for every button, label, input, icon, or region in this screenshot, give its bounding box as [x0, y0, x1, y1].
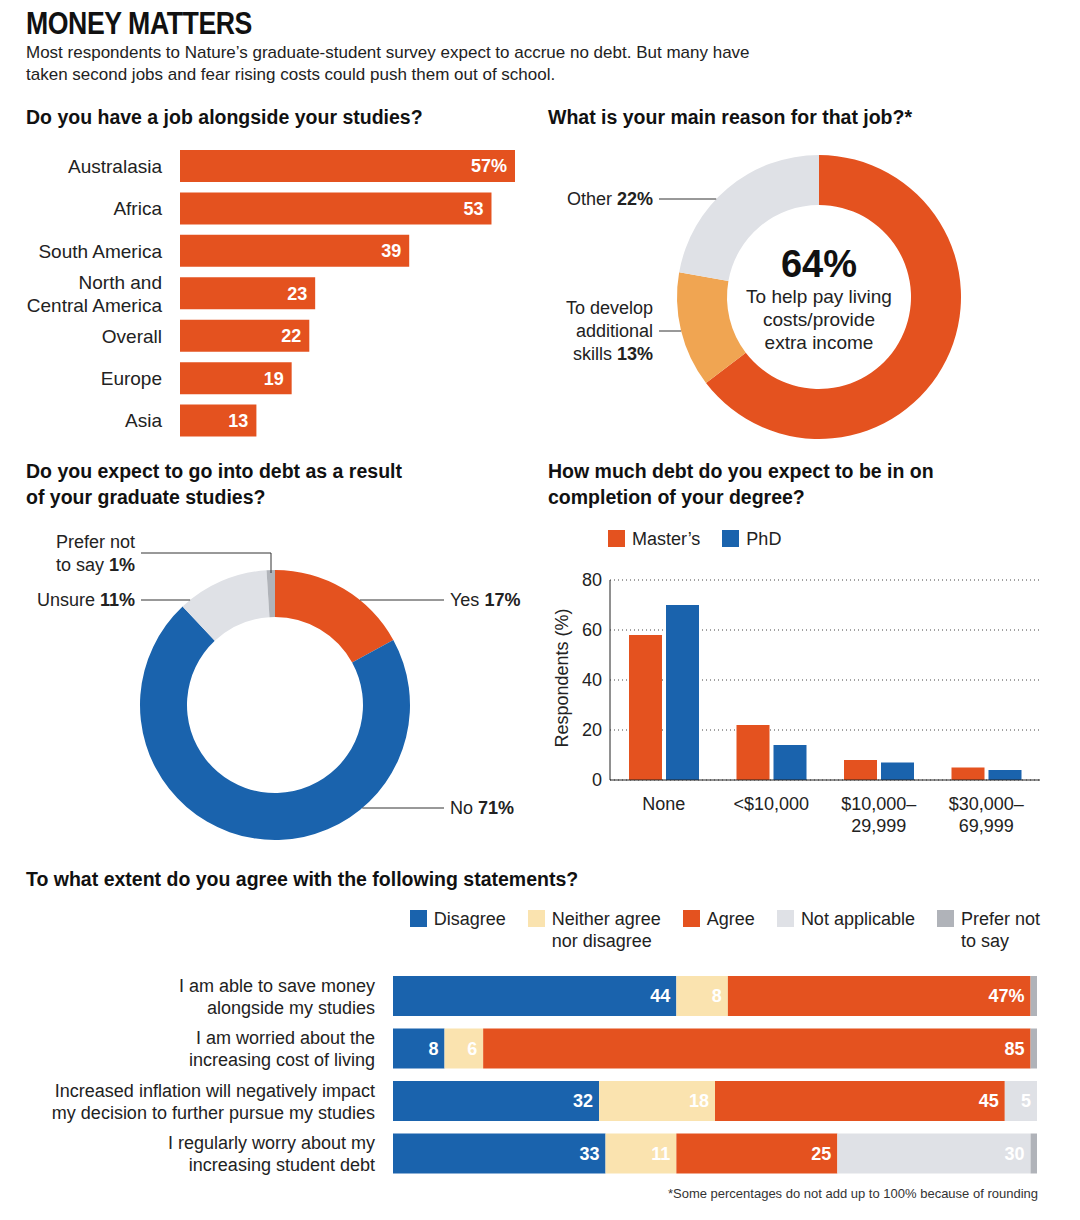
html-text:Not applicable: Not applicable — [800, 909, 915, 929]
svg-text:Unsure 11%: Unsure 11% — [37, 590, 135, 610]
html-text:What is your main reason for t: What is your main reason for that job?* — [548, 106, 912, 128]
svg-text:5: 5 — [1021, 1091, 1031, 1111]
svg-text:I am worried about theincreasi: I am worried about theincreasing cost of… — [189, 1028, 375, 1070]
svg-text:64%: 64% — [781, 243, 857, 285]
svg-text:18: 18 — [689, 1091, 709, 1111]
html-text:MONEY MATTERS: MONEY MATTERS — [26, 6, 252, 41]
html-text:Most respondents to Nature’s g: Most respondents to Nature’s graduate-st… — [26, 43, 750, 84]
svg-text:Africa: Africa — [113, 198, 162, 219]
html-text:PhD: PhD — [746, 529, 782, 549]
svg-text:<$10,000: <$10,000 — [733, 794, 809, 814]
svg-text:53: 53 — [463, 199, 483, 219]
svg-text:25: 25 — [811, 1144, 831, 1164]
svg-text:57%: 57% — [471, 156, 507, 176]
svg-text:Europe: Europe — [101, 368, 162, 389]
html-text:How much debt do you expect to: How much debt do you expect to be in on … — [548, 460, 934, 508]
html-text:*Some percentages do not add u: *Some percentages do not add up to 100% … — [667, 1186, 1038, 1201]
html-text:nor disagree: nor disagree — [551, 931, 652, 951]
svg-text:Prefer notto say 1%: Prefer notto say 1% — [56, 532, 135, 575]
svg-text:8: 8 — [712, 986, 722, 1006]
svg-text:11: 11 — [651, 1144, 670, 1164]
svg-text:85: 85 — [1005, 1039, 1025, 1059]
svg-text:South America: South America — [38, 241, 162, 262]
svg-text:20: 20 — [582, 720, 602, 740]
html-text:Respondents (%): Respondents (%) — [551, 608, 572, 748]
svg-text:I regularly worry about myincr: I regularly worry about myincreasing stu… — [168, 1133, 375, 1175]
html-text:Agree: Agree — [706, 909, 755, 929]
svg-text:Australasia: Australasia — [68, 156, 162, 177]
svg-text:Overall: Overall — [102, 326, 162, 347]
svg-text:No 71%: No 71% — [450, 798, 514, 818]
svg-text:$10,000–29,999: $10,000–29,999 — [841, 794, 916, 836]
html-text:Neither agree: Neither agree — [551, 909, 661, 929]
svg-text:North andCentral America: North andCentral America — [27, 272, 163, 316]
svg-text:30: 30 — [1005, 1144, 1025, 1164]
svg-text:22: 22 — [281, 326, 301, 346]
html-text:Master’s: Master’s — [632, 529, 701, 549]
svg-text:45: 45 — [979, 1091, 999, 1111]
svg-text:39: 39 — [381, 241, 401, 261]
svg-text:19: 19 — [264, 369, 284, 389]
svg-text:Yes 17%: Yes 17% — [450, 590, 520, 610]
svg-text:8: 8 — [429, 1039, 439, 1059]
html-text:To what extent do you agree wi: To what extent do you agree with the fol… — [26, 868, 579, 890]
svg-text:To help pay livingcosts/provid: To help pay livingcosts/provideextra inc… — [746, 286, 892, 353]
svg-text:$30,000–69,999: $30,000–69,999 — [949, 794, 1024, 836]
svg-text:80: 80 — [582, 570, 602, 590]
svg-text:60: 60 — [582, 620, 602, 640]
svg-text:I am able to save moneyalongsi: I am able to save moneyalongside my stud… — [179, 976, 375, 1018]
svg-text:Asia: Asia — [125, 410, 162, 431]
html-text:Do you expect to go into debt: Do you expect to go into debt as a resul… — [26, 460, 402, 508]
html-text:Prefer not: Prefer not — [961, 909, 1040, 929]
svg-text:Increased inflation will negat: Increased inflation will negatively impa… — [52, 1081, 375, 1123]
svg-text:0: 0 — [592, 770, 602, 790]
svg-text:47%: 47% — [989, 986, 1025, 1006]
html-text:Disagree: Disagree — [433, 909, 506, 929]
html-text:Do you have a job alongside yo: Do you have a job alongside your studies… — [26, 106, 423, 128]
svg-text:44: 44 — [650, 986, 670, 1006]
html-text:to say: to say — [961, 931, 1009, 951]
svg-text:32: 32 — [573, 1091, 593, 1111]
svg-text:6: 6 — [467, 1039, 477, 1059]
svg-text:Other 22%: Other 22% — [567, 189, 653, 209]
svg-text:None: None — [642, 794, 685, 814]
svg-text:To developadditionalskills 13%: To developadditionalskills 13% — [566, 298, 653, 364]
svg-text:33: 33 — [579, 1144, 599, 1164]
svg-text:40: 40 — [582, 670, 602, 690]
svg-text:13: 13 — [228, 411, 248, 431]
svg-text:23: 23 — [287, 284, 307, 304]
